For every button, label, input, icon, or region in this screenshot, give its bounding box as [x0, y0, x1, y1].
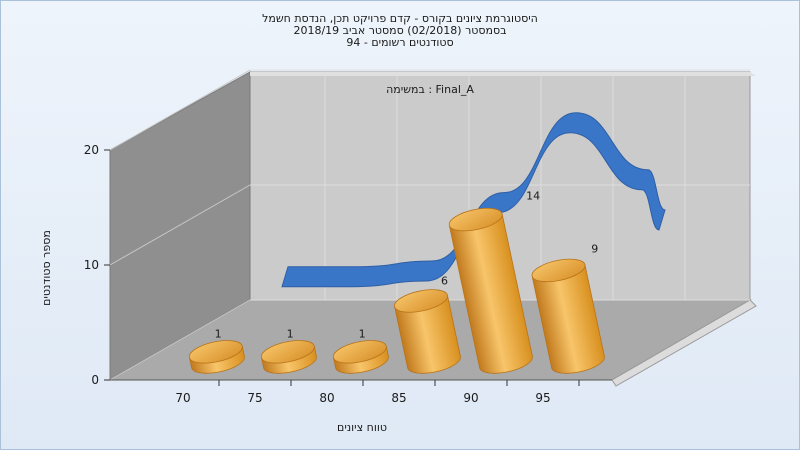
y-tick-label: 20 — [84, 143, 99, 157]
grid-line — [109, 299, 251, 381]
distribution-curve-layer — [281, 112, 666, 288]
bar-top — [260, 340, 315, 364]
chart-title-students: סטודנטים רשומים - 94 — [346, 36, 454, 49]
bar-value-label: 1 — [287, 327, 294, 340]
y-tick-label: 0 — [91, 373, 99, 387]
bar — [188, 340, 245, 374]
axes: 0 10 20 70 75 80 85 90 95 — [84, 143, 612, 405]
bar — [260, 340, 317, 374]
chart-title-semester: בסמסטר (02/2018) סמסטר אביב 2018/19 — [293, 24, 507, 37]
x-axis-label: טווח ציונים — [337, 421, 387, 434]
bars — [188, 207, 605, 374]
bar — [394, 289, 461, 374]
x-tick-label: 90 — [463, 391, 478, 405]
y-axis-label: מספר סטודנטים — [40, 230, 53, 306]
bar — [531, 258, 605, 374]
bar-value-label: 9 — [591, 243, 598, 256]
bar-top — [531, 258, 586, 283]
chart-subtitle: במשימה : Final_A — [386, 83, 474, 96]
bar — [448, 207, 533, 374]
floor-edge — [611, 299, 757, 387]
bar-body — [394, 294, 461, 374]
x-tick-label: 80 — [319, 391, 334, 405]
bar-top — [188, 340, 243, 364]
top-edge — [250, 72, 756, 76]
x-tick-label: 75 — [247, 391, 262, 405]
y-tick-label: 10 — [84, 258, 99, 272]
grid-line — [109, 184, 251, 266]
bar-top — [448, 207, 503, 232]
bar-value-label: 6 — [441, 274, 448, 287]
x-tick-label: 85 — [391, 391, 406, 405]
distribution-curve — [281, 112, 666, 288]
bar-top — [332, 340, 387, 364]
bar — [332, 340, 389, 374]
x-tick-label: 95 — [535, 391, 550, 405]
bar-top — [394, 289, 448, 313]
bar-value-label: 1 — [359, 327, 366, 340]
bar-body — [448, 213, 533, 374]
bar-value-label: 1 — [215, 327, 222, 340]
x-tick-label: 70 — [175, 391, 190, 405]
grid-line — [109, 69, 251, 151]
grid — [109, 69, 750, 381]
bar-body — [531, 264, 605, 374]
chart-title: היסטוגרמת ציונים בקורס - קדם פרויקט תכן,… — [262, 12, 538, 25]
bar-value-label: 14 — [526, 189, 540, 202]
bar-labels: 1 1 1 6 14 9 — [215, 189, 599, 340]
